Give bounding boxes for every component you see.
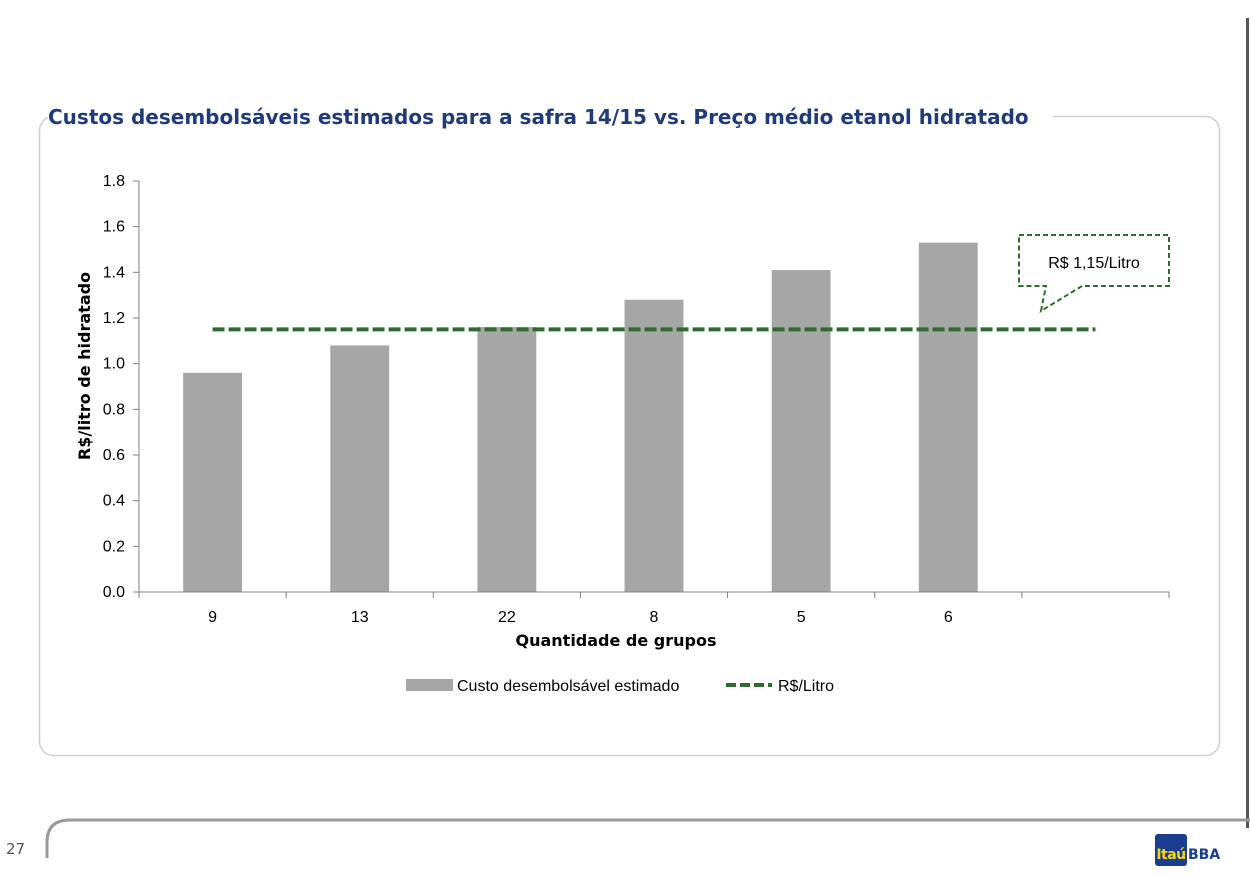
chart-title: Custos desembolsáveis estimados para a s… <box>48 105 1053 129</box>
x-tick-label: 6 <box>944 609 953 626</box>
x-tick-label: 13 <box>351 609 369 626</box>
y-tick-label: 0.6 <box>103 447 125 464</box>
callout-text: R$ 1,15/Litro <box>1048 255 1140 272</box>
bar-8 <box>624 299 684 592</box>
y-tick-label: 0.0 <box>103 584 125 601</box>
y-tick-label: 1.0 <box>103 356 125 373</box>
y-tick-label: 0.4 <box>103 493 125 510</box>
x-tick-label: 22 <box>498 609 516 626</box>
legend-label-bar: Custo desembolsável estimado <box>457 678 679 695</box>
y-tick-label: 1.8 <box>103 173 125 190</box>
x-tick-label: 8 <box>650 609 659 626</box>
y-tick-label: 0.8 <box>103 401 125 418</box>
itau-bba-logo: Itaú BBA <box>1155 832 1220 866</box>
bar-22 <box>477 327 537 592</box>
y-tick-label: 0.2 <box>103 538 125 555</box>
bar-6 <box>918 242 978 592</box>
bar-13 <box>330 345 390 592</box>
callout-box <box>1018 234 1170 314</box>
y-tick-label: 1.6 <box>103 219 125 236</box>
price-callout: R$ 1,15/Litro <box>1018 234 1170 314</box>
y-tick-label: 1.2 <box>103 310 125 327</box>
x-axis-label: Quantidade de grupos <box>515 631 716 650</box>
footer-curve <box>45 818 1250 858</box>
plot-area: 0.0 0.2 0.4 0.6 0.8 1.0 1.2 1.4 1.6 1.8 9 13 22 8 5 6 <box>103 173 1170 626</box>
logo-box: Itaú <box>1155 834 1187 866</box>
bar-9 <box>183 372 242 592</box>
right-edge-rule <box>1246 18 1249 828</box>
legend-swatch-bar <box>406 679 453 691</box>
logo-bba-text: BBA <box>1188 847 1221 863</box>
x-tick-label: 9 <box>208 609 217 626</box>
legend-label-line: R$/Litro <box>778 678 834 695</box>
y-axis-label: R$/litro de hidratado <box>75 272 94 460</box>
page-number: 27 <box>6 840 26 858</box>
legend: Custo desembolsável estimado R$/Litro <box>406 678 834 695</box>
x-tick-label: 5 <box>797 609 806 626</box>
y-tick-label: 1.4 <box>103 264 125 281</box>
bar-5 <box>771 270 831 592</box>
